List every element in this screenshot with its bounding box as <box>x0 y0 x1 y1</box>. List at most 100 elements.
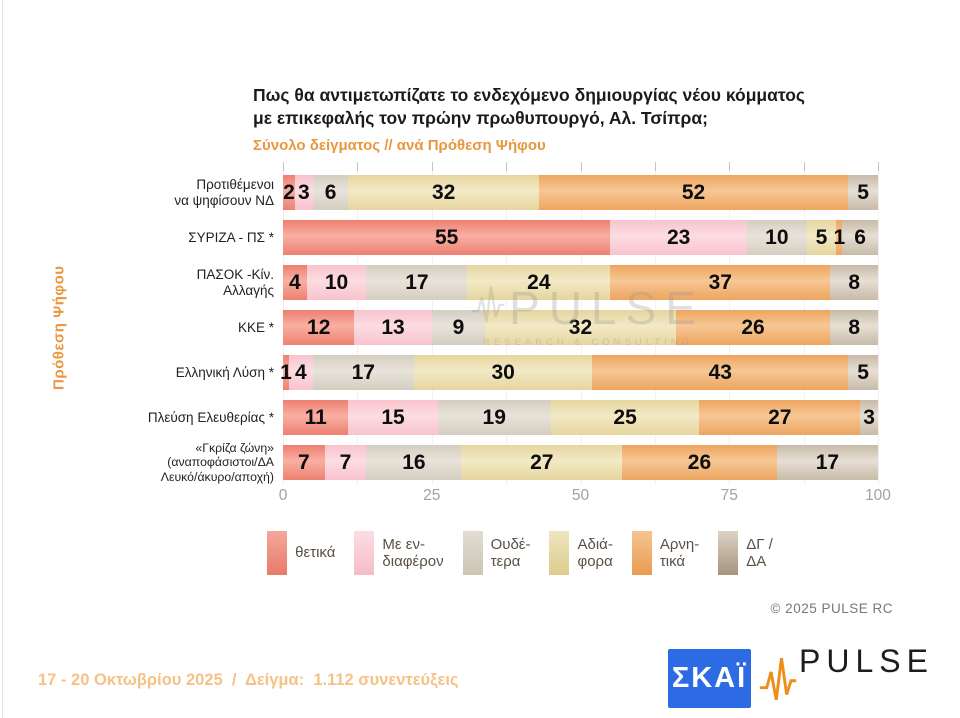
bar-segment: 7 <box>324 445 367 480</box>
bar-segment: 32 <box>485 310 676 345</box>
axis-tick-mark <box>506 162 508 171</box>
x-axis-tick-label: 50 <box>571 487 590 504</box>
stacked-bar-chart: 2 3 6 32 52 5 55 23 10 5 1 6 4 10 17 24 37 8 12 13 9 32 26 8 1 4 1… <box>280 162 879 495</box>
pulse-logo: PULSE ΚΟΣΜΟΣ RESEARCH & CONSULTING <box>757 645 947 718</box>
bar-segment: 5 <box>848 355 878 390</box>
x-axis-tick-label: 25 <box>423 487 441 504</box>
slide-edge-line <box>2 0 3 718</box>
category-label: ΣΥΡΙΖΑ - ΠΣ * <box>188 229 274 245</box>
bar-segment: 17 <box>366 265 468 300</box>
bar-segment: 3 <box>294 175 313 210</box>
fieldwork-sample-text: 17 - 20 Οκτωβρίου 2025 / Δείγμα: 1.112 σ… <box>38 671 459 689</box>
bar-segment: 32 <box>348 175 539 210</box>
axis-tick-mark <box>357 162 359 171</box>
category-label: Προτιθέμενοι να ψηφίσουν ΝΔ <box>174 176 274 208</box>
segment-value-label: 23 <box>666 225 691 249</box>
segment-value-label: 32 <box>568 315 593 339</box>
legend-item: ΔΓ / ΔΑ <box>718 531 773 575</box>
bar-segment: 10 <box>747 220 807 255</box>
segment-value-label: 32 <box>431 180 456 204</box>
x-axis-tick-label: 100 <box>865 487 891 504</box>
segment-value-label: 26 <box>741 315 765 339</box>
segment-value-label: 19 <box>482 405 506 429</box>
bar-segment: 52 <box>538 175 849 210</box>
segment-value-label: 6 <box>324 180 337 204</box>
segment-value-label: 2 <box>283 180 295 204</box>
bar-segment: 43 <box>592 355 849 390</box>
bar-row: 1 4 17 30 43 5 <box>280 355 878 390</box>
bar-row: 55 23 10 5 1 6 <box>283 220 878 255</box>
segment-value-label: 10 <box>324 270 349 294</box>
bar-segment: 3 <box>860 400 878 435</box>
bar-row: 11 15 19 25 27 3 <box>283 400 878 435</box>
bar-segment: 8 <box>830 265 878 300</box>
segment-value-label: 6 <box>854 225 866 249</box>
bar-segment: 17 <box>776 445 878 480</box>
bar-segment: 6 <box>842 220 878 255</box>
legend-label: Αρνη- τικά <box>659 535 700 570</box>
bar-segment: 1 <box>280 355 292 390</box>
segment-value-label: 5 <box>815 225 828 249</box>
legend-swatch <box>631 531 652 575</box>
bar-segment: 4 <box>283 265 307 300</box>
legend-swatch <box>267 531 288 575</box>
chart-subtitle: Σύνολο δείγματος // ανά Πρόθεση Ψήφου <box>253 137 546 154</box>
segment-value-label: 15 <box>381 405 405 429</box>
bar-segment: 25 <box>550 400 700 435</box>
segment-value-label: 8 <box>848 315 860 339</box>
axis-tick-mark <box>431 162 433 171</box>
bar-segment: 16 <box>366 445 462 480</box>
segment-value-label: 7 <box>297 450 310 474</box>
bar-segment: 6 <box>312 175 349 210</box>
axis-tick-mark <box>729 162 731 171</box>
segment-value-label: 3 <box>297 180 310 204</box>
legend-label: ΔΓ / ΔΑ <box>746 535 773 570</box>
bar-segment: 4 <box>288 355 313 390</box>
segment-value-label: 52 <box>681 180 706 204</box>
segment-value-label: 10 <box>765 225 789 249</box>
segment-value-label: 8 <box>848 270 861 294</box>
x-axis-tick-label: 0 <box>278 487 288 504</box>
axis-tick-mark <box>580 162 582 171</box>
segment-value-label: 12 <box>307 315 331 339</box>
bar-segment: 17 <box>312 355 414 390</box>
segment-value-label: 11 <box>304 405 327 429</box>
bar-segment: 13 <box>354 310 432 345</box>
bar-segment: 27 <box>461 445 623 480</box>
segment-value-label: 55 <box>434 225 459 249</box>
segment-value-label: 1 <box>833 225 846 249</box>
segment-value-label: 5 <box>857 360 869 384</box>
legend-item: Με εν- διαφέρον <box>354 531 444 575</box>
chart-title: Πως θα αντιμετωπίζατε το ενδεχόμενο δημι… <box>253 85 805 128</box>
segment-value-label: 4 <box>289 270 301 294</box>
bar-segment: 23 <box>610 220 748 255</box>
axis-tick-mark <box>878 162 879 171</box>
category-labels: Προτιθέμενοι να ψηφίσουν ΝΔ ΣΥΡΙΖΑ - ΠΣ *… <box>30 162 274 484</box>
segment-value-label: 7 <box>339 450 352 474</box>
bar-segment: 30 <box>413 355 593 390</box>
segment-value-label: 17 <box>351 360 375 384</box>
bar-segment: 7 <box>283 445 325 480</box>
legend-item: Αρνη- τικά <box>631 531 700 575</box>
segment-value-label: 37 <box>708 270 732 294</box>
axis-tick-mark <box>283 162 284 171</box>
bar-row: 7 7 16 27 26 17 <box>283 445 878 480</box>
bar-segment: 15 <box>348 400 438 435</box>
bar-segment: 5 <box>806 220 837 255</box>
legend-swatch <box>354 531 375 575</box>
bar-segment: 5 <box>848 175 878 210</box>
bar-row: 2 3 6 32 52 5 <box>283 175 878 210</box>
legend-swatch <box>462 531 483 575</box>
bar-row: 4 10 17 24 37 8 <box>283 265 878 300</box>
x-axis: 0 25 50 75 100 <box>279 487 891 509</box>
legend: θετικά Με εν- διαφέρον Ουδέ- τερα Αδιά- φορ… <box>220 531 820 575</box>
category-label: ΠΑΣΟΚ -Κίν. Αλλαγής <box>196 266 274 298</box>
bar-segment: 26 <box>622 445 777 480</box>
category-label: ΚΚΕ * <box>237 319 274 335</box>
legend-swatch <box>549 531 570 575</box>
legend-item: θετικά <box>267 531 335 575</box>
legend-label: Αδιά- φορα <box>577 535 613 570</box>
bar-row: 12 13 9 32 26 8 <box>283 310 878 345</box>
legend-label: Ουδέ- τερα <box>490 535 531 570</box>
